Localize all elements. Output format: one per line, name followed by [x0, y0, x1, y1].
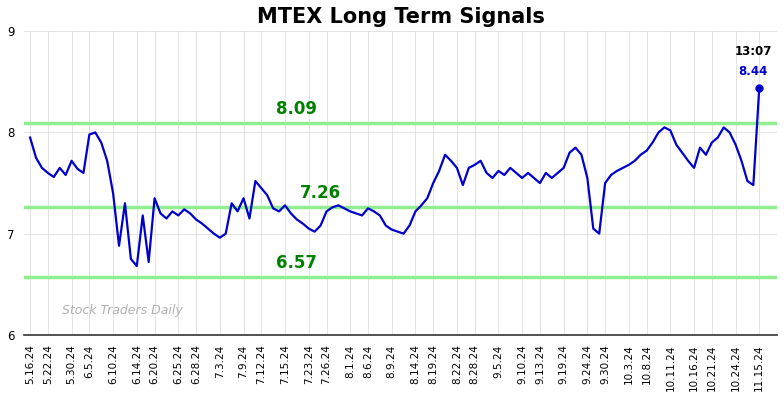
Text: 8.09: 8.09 — [277, 100, 318, 118]
Text: Stock Traders Daily: Stock Traders Daily — [62, 304, 183, 317]
Text: 6.57: 6.57 — [277, 254, 318, 272]
Text: 7.26: 7.26 — [300, 184, 341, 202]
Text: 13:07: 13:07 — [735, 45, 772, 58]
Text: 8.44: 8.44 — [739, 65, 768, 78]
Title: MTEX Long Term Signals: MTEX Long Term Signals — [256, 7, 545, 27]
